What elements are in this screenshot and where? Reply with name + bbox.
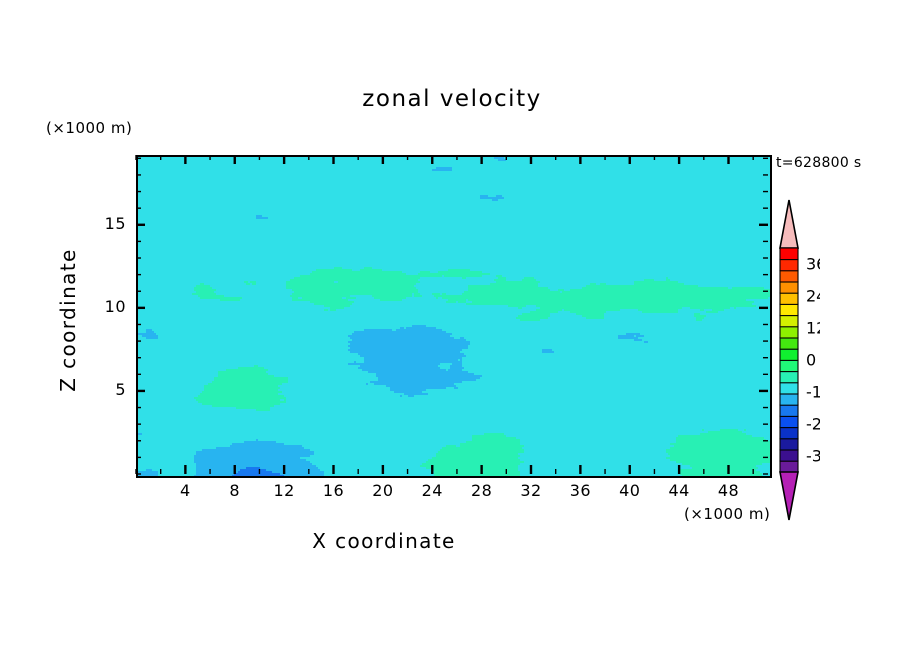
timestamp-annotation: t=628800 s <box>776 155 862 171</box>
x-tick-label: 24 <box>421 481 443 500</box>
x-tick-label: 20 <box>372 481 394 500</box>
y-tick-label: 5 <box>115 379 126 399</box>
y-tick-label: 15 <box>104 213 126 233</box>
y-tick-label: 10 <box>104 296 126 316</box>
page-title: zonal velocity <box>362 86 542 112</box>
x-tick-label: 36 <box>569 481 592 500</box>
y-axis-units-label: (×1000 m) <box>46 119 133 137</box>
svg-text:0: 0 <box>806 351 816 370</box>
x-tick-label: 4 <box>180 481 191 500</box>
contour-field <box>138 157 770 476</box>
svg-text:36: 36 <box>806 255 820 274</box>
x-tick-label: 16 <box>322 481 345 500</box>
x-tick-label: 48 <box>717 481 740 500</box>
x-tick-label: 40 <box>619 481 641 500</box>
svg-text:-36: -36 <box>806 447 820 466</box>
x-axis-title: X coordinate <box>312 529 456 553</box>
contour-plot-area <box>136 155 772 478</box>
x-tick-label: 12 <box>273 481 295 500</box>
svg-text:-24: -24 <box>806 415 820 434</box>
x-tick-label: 44 <box>668 481 690 500</box>
colorbar: 36 24 12 0 -12 -24 -36 <box>770 196 832 526</box>
x-tick-label: 8 <box>229 481 241 500</box>
colorbar-swatches: 36 24 12 0 -12 -24 -36 <box>779 199 832 521</box>
x-tick-label: 32 <box>520 481 542 500</box>
svg-text:-12: -12 <box>806 383 820 402</box>
x-axis-units-label: (×1000 m) <box>684 505 771 523</box>
svg-text:24: 24 <box>806 287 820 306</box>
x-tick-label: 28 <box>470 481 493 500</box>
svg-text:12: 12 <box>806 319 820 338</box>
